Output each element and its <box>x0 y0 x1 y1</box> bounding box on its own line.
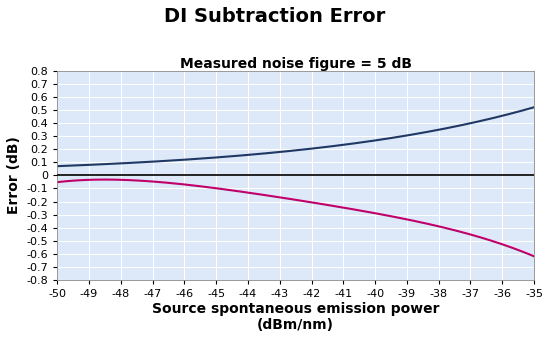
X-axis label: Source spontaneous emission power
(dBm/nm): Source spontaneous emission power (dBm/n… <box>152 302 439 332</box>
Text: DI Subtraction Error: DI Subtraction Error <box>164 7 386 26</box>
Y-axis label: Error (dB): Error (dB) <box>7 136 21 214</box>
Title: Measured noise figure = 5 dB: Measured noise figure = 5 dB <box>180 57 411 71</box>
